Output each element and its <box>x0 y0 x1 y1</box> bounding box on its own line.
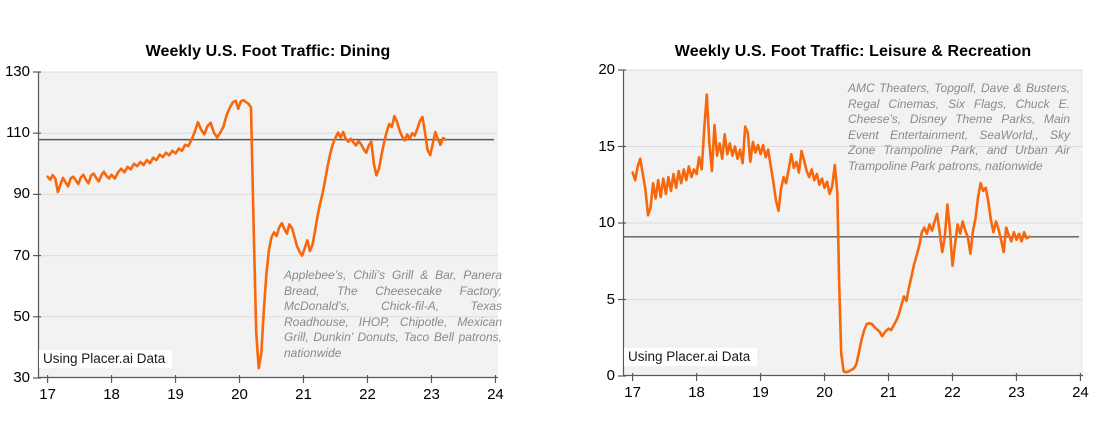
dining-line-chart-canvas <box>33 71 498 383</box>
y-tick-label: 70 <box>13 246 30 264</box>
x-tick-label: 18 <box>688 384 705 401</box>
leisure-plot-area: AMC Theaters, Topgolf, Dave & Busters, R… <box>598 61 1088 401</box>
x-tick-label: 17 <box>624 384 641 401</box>
y-tick-label: 130 <box>4 63 30 80</box>
y-tick-label: 90 <box>13 185 30 203</box>
x-tick-label: 17 <box>39 386 56 403</box>
leisure-chart: Weekly U.S. Foot Traffic: Leisure & Recr… <box>569 0 1099 421</box>
dining-plot-area: Applebee’s, Chili’s Grill & Bar, Panera … <box>5 63 504 403</box>
x-tick-label: 18 <box>103 386 120 403</box>
leisure-series-annotation: AMC Theaters, Topgolf, Dave & Busters, R… <box>848 81 1070 173</box>
data-line <box>46 98 447 370</box>
leisure-title-line-1: Weekly U.S. Foot Traffic: Leisure & Recr… <box>674 43 1032 60</box>
y-tick-label: 10 <box>598 214 615 231</box>
plot-background <box>38 72 498 378</box>
x-tick-label: 24 <box>487 386 504 403</box>
y-tick-label: 15 <box>598 137 615 155</box>
data-line <box>631 93 1031 374</box>
x-tick-label: 21 <box>295 386 312 403</box>
x-tick-label: 19 <box>167 386 184 403</box>
y-tick-label: 0 <box>606 367 615 384</box>
dining-series-annotation: Applebee’s, Chili’s Grill & Bar, Panera … <box>284 268 502 360</box>
leisure-source-label: Using Placer.ai Data <box>624 348 758 366</box>
x-tick-label: 23 <box>423 386 440 403</box>
y-tick-label: 30 <box>13 369 30 386</box>
y-tick-label: 50 <box>13 307 30 325</box>
x-tick-label: 22 <box>944 384 961 401</box>
dining-source-label: Using Placer.ai Data <box>39 350 173 368</box>
x-tick-label: 21 <box>880 384 897 401</box>
x-tick-label: 22 <box>359 386 376 403</box>
dining-title-line-1: Weekly U.S. Foot Traffic: Dining <box>145 43 391 60</box>
y-tick-label: 5 <box>606 290 615 308</box>
x-tick-label: 19 <box>752 384 769 401</box>
x-tick-label: 23 <box>1008 384 1025 401</box>
x-tick-label: 20 <box>816 384 833 401</box>
leisure-line-chart-canvas <box>618 69 1083 381</box>
dining-chart: Weekly U.S. Foot Traffic: Dining 4 Wk. A… <box>0 0 530 421</box>
x-tick-label: 20 <box>231 386 248 403</box>
y-tick-label: 20 <box>598 61 615 78</box>
x-tick-label: 24 <box>1072 384 1089 401</box>
y-tick-label: 110 <box>6 124 30 142</box>
